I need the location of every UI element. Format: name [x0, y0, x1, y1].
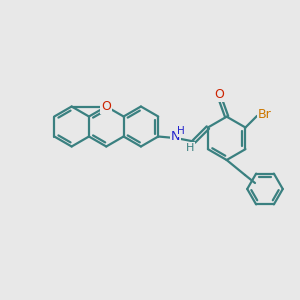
Text: H: H: [177, 126, 185, 136]
Text: Br: Br: [258, 108, 271, 121]
Text: H: H: [186, 143, 194, 153]
Text: N: N: [170, 130, 180, 143]
Text: O: O: [214, 88, 224, 100]
Text: O: O: [101, 100, 111, 113]
